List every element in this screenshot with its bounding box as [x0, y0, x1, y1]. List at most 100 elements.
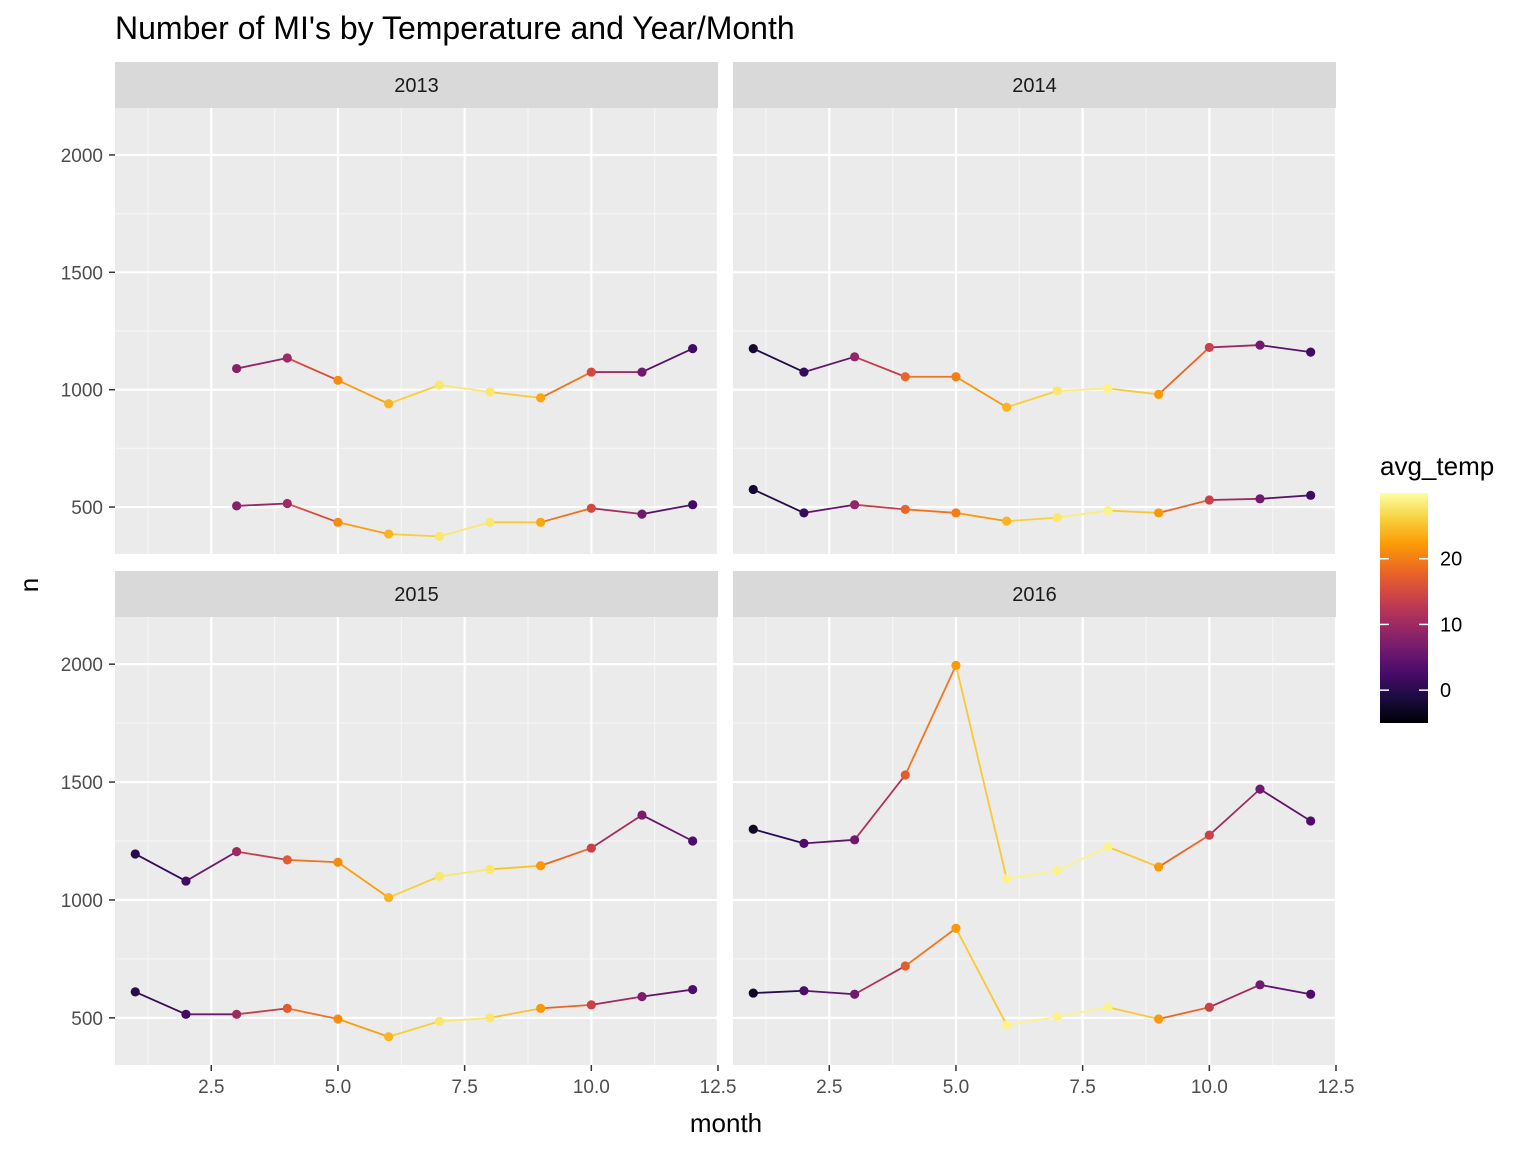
data-point	[586, 503, 596, 513]
data-point	[282, 498, 292, 509]
x-tick-label: 7.5	[451, 1077, 477, 1098]
line-segment	[1158, 834, 1210, 868]
line-segment	[1107, 387, 1159, 396]
data-point	[637, 509, 647, 519]
line-segment	[388, 1020, 440, 1038]
line-segment	[337, 1018, 389, 1038]
data-point	[181, 1009, 191, 1019]
data-point	[232, 363, 242, 374]
data-point	[748, 824, 758, 834]
line-segment	[337, 861, 390, 899]
data-point	[384, 529, 394, 539]
data-point	[1204, 1002, 1214, 1012]
line-segment	[955, 927, 1008, 1026]
data-point	[799, 838, 809, 848]
x-tick-label: 2.5	[816, 1077, 842, 1098]
data-point	[951, 508, 961, 518]
legend-tick-label: 20	[1440, 549, 1462, 571]
line-segment	[1056, 846, 1109, 872]
data-point	[951, 923, 961, 933]
data-point	[1103, 1002, 1113, 1012]
panel-2014: 2014	[733, 62, 1338, 554]
line-segment	[854, 355, 906, 378]
line-segment	[134, 853, 187, 882]
panel-2015: 2015 500 1000 1500 2000 2.5 5.0 7.5 10.0 12.5	[61, 571, 736, 1098]
data-point	[748, 988, 758, 998]
line-segment	[185, 850, 238, 882]
data-point	[1255, 980, 1265, 990]
line-segment	[1107, 509, 1159, 514]
line-segment	[753, 989, 804, 994]
line-segment	[1208, 984, 1261, 1009]
line-segment	[540, 371, 592, 399]
data-point	[1103, 505, 1113, 516]
data-point	[1103, 383, 1113, 394]
data-point	[688, 344, 698, 354]
x-axis-label: month	[690, 1108, 762, 1138]
data-point	[536, 1003, 546, 1014]
data-point	[130, 987, 140, 997]
data-point	[333, 517, 343, 527]
data-point	[384, 892, 394, 903]
line-segment	[1006, 869, 1058, 880]
series-line-2013-0	[232, 344, 698, 409]
facet-strip-label: 2013	[394, 75, 439, 97]
line-segment	[134, 991, 187, 1016]
line-segment	[854, 965, 906, 996]
x-tick-label: 12.5	[1318, 1077, 1355, 1098]
y-tick-label: 2000	[61, 146, 103, 167]
line-segment	[803, 838, 855, 845]
data-point	[333, 1014, 343, 1024]
data-point	[799, 986, 809, 996]
data-point	[130, 849, 140, 859]
legend: avg_temp 0 10 20	[1380, 451, 1494, 723]
data-point	[282, 855, 292, 865]
line-segment	[489, 1007, 541, 1019]
line-segment	[1209, 497, 1261, 501]
y-tick-label: 500	[71, 498, 103, 519]
line-segment	[853, 774, 906, 841]
y-tick-label: 1000	[61, 381, 103, 402]
data-point	[1204, 830, 1214, 840]
data-point	[434, 380, 444, 390]
data-point	[900, 770, 910, 780]
x-tick-label: 5.0	[943, 1077, 969, 1098]
line-segment	[439, 384, 491, 393]
line-segment	[489, 864, 541, 871]
y-axis-label: n	[14, 578, 44, 592]
data-point	[536, 517, 546, 527]
data-point	[688, 836, 698, 846]
line-segment	[337, 521, 389, 535]
data-point	[586, 843, 596, 853]
line-segment	[590, 814, 643, 849]
line-segment	[905, 508, 957, 514]
line-segment	[752, 488, 805, 514]
y-tick-label: 1500	[61, 263, 103, 284]
line-segment	[388, 875, 440, 899]
line-segment	[287, 1007, 339, 1020]
line-segment	[641, 814, 694, 842]
data-point	[1052, 513, 1062, 523]
line-segment	[1158, 346, 1210, 396]
data-point	[850, 500, 860, 510]
x-tick-label: 5.0	[325, 1077, 351, 1098]
line-segment	[641, 347, 694, 373]
line-segment	[641, 988, 693, 998]
line-segment	[1006, 390, 1058, 409]
line-segment	[1259, 344, 1311, 354]
data-point	[637, 810, 647, 820]
data-point	[1154, 508, 1164, 518]
data-point	[637, 992, 647, 1002]
data-point	[1255, 494, 1265, 504]
line-segment	[540, 507, 592, 524]
data-point	[536, 393, 546, 403]
x-tick-label: 2.5	[198, 1077, 224, 1098]
facet-strip	[115, 62, 718, 108]
panel-2013: 2013 500 1000 1500 2000	[61, 62, 720, 554]
y-tick-label: 1500	[61, 773, 103, 794]
line-segment	[1259, 494, 1311, 500]
data-point	[485, 864, 495, 874]
line-segment	[540, 847, 592, 867]
data-point	[485, 387, 495, 397]
data-point	[1052, 865, 1062, 876]
